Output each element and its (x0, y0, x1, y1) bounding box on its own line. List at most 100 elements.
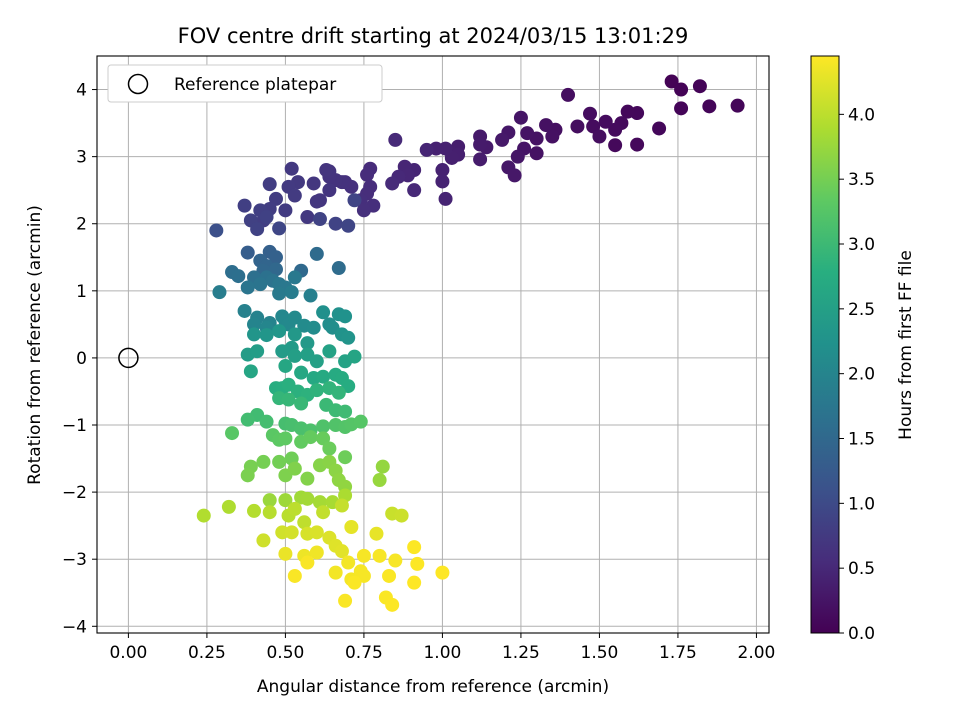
data-point (407, 183, 422, 198)
data-point (278, 546, 293, 561)
x-tick-label: 1.50 (581, 643, 619, 663)
y-tick-label: −1 (62, 416, 87, 436)
data-point (322, 344, 337, 359)
data-point (284, 161, 299, 176)
data-point (278, 431, 293, 446)
y-tick-label: −2 (62, 483, 87, 503)
data-point (237, 303, 252, 318)
data-point (256, 533, 271, 548)
data-point (561, 87, 576, 102)
data-point (309, 525, 324, 540)
y-tick-label: 4 (76, 81, 87, 101)
plot-frame (96, 55, 770, 634)
chart-title: FOV centre drift starting at 2024/03/15 … (178, 24, 689, 48)
colorbar-label: Hours from first FF file (896, 250, 916, 440)
data-point (520, 126, 535, 141)
y-axis-ticks: 4 3 2 1 0 −1 −2 −3 −4 (62, 81, 97, 637)
data-point (328, 216, 343, 231)
data-point (272, 454, 287, 469)
colorbar-tick-label: 0.0 (848, 624, 875, 644)
data-point (356, 203, 371, 218)
colorbar-tick-label: 2.0 (848, 365, 875, 385)
data-point (294, 396, 309, 411)
data-point (306, 176, 321, 191)
data-point (306, 320, 321, 335)
data-point (262, 177, 277, 192)
data-point (510, 149, 525, 164)
colorbar: 0.0 0.5 1.0 1.5 2.0 2.5 3.0 3.5 4.0 Hours from f… (810, 55, 916, 644)
data-point (287, 188, 302, 203)
data-point (620, 104, 635, 119)
data-point (473, 137, 488, 152)
data-point (652, 121, 667, 136)
data-point (674, 82, 689, 97)
data-point (312, 212, 327, 227)
data-point (360, 167, 375, 182)
x-tick-label: 0.50 (266, 643, 304, 663)
data-point (209, 223, 224, 238)
data-point (300, 555, 315, 570)
data-point (372, 548, 387, 563)
data-point (702, 99, 717, 114)
data-point (278, 493, 293, 508)
data-point (262, 493, 277, 508)
data-point (300, 210, 315, 225)
data-point (281, 392, 296, 407)
data-point (231, 269, 246, 284)
data-point (664, 74, 679, 89)
data-point (240, 245, 255, 260)
y-tick-label: 2 (76, 215, 87, 235)
data-point (674, 101, 689, 116)
data-point (341, 555, 356, 570)
data-point (529, 146, 544, 161)
data-point (435, 174, 450, 189)
data-point (287, 270, 302, 285)
data-point (243, 364, 258, 379)
data-point (297, 515, 312, 530)
data-point (322, 441, 337, 456)
data-point (407, 540, 422, 555)
data-point (338, 593, 353, 608)
data-point (334, 498, 349, 513)
data-point (385, 597, 400, 612)
data-point (495, 132, 510, 147)
x-tick-label: 2.00 (738, 643, 776, 663)
legend-label: Reference platepar (174, 75, 336, 95)
data-point (287, 501, 302, 516)
data-point (388, 553, 403, 568)
data-point (692, 79, 707, 94)
data-point (583, 106, 598, 121)
data-point (256, 454, 271, 469)
data-point (287, 568, 302, 583)
reference-platepar-marker (118, 347, 139, 369)
data-point (221, 499, 236, 514)
y-tick-label: 0 (76, 349, 87, 369)
data-point (268, 191, 283, 206)
data-point (435, 565, 450, 580)
data-point (347, 349, 362, 364)
data-point (545, 129, 560, 144)
data-point (240, 412, 255, 427)
data-point (513, 110, 528, 125)
data-point (356, 548, 371, 563)
legend-marker-icon (127, 73, 149, 95)
data-point (272, 221, 287, 236)
data-point (334, 544, 349, 559)
data-point (247, 327, 262, 342)
data-point (287, 348, 302, 363)
data-point (284, 285, 299, 300)
x-tick-label: 0.25 (188, 643, 226, 663)
colorbar-ticks: 0.0 0.5 1.0 1.5 2.0 2.5 3.0 3.5 4.0 (839, 105, 875, 644)
data-points (196, 74, 745, 612)
colorbar-tick-label: 1.5 (848, 430, 875, 450)
data-point (240, 468, 255, 483)
data-point (394, 508, 409, 523)
y-axis-label: Rotation from reference (arcmin) (25, 205, 45, 485)
data-point (438, 191, 453, 206)
data-point (309, 354, 324, 369)
data-point (319, 163, 334, 178)
x-axis-label: Angular distance from reference (arcmin) (257, 677, 609, 697)
data-point (630, 137, 645, 152)
data-point (309, 383, 324, 398)
colorbar-tick-label: 0.5 (848, 559, 875, 579)
